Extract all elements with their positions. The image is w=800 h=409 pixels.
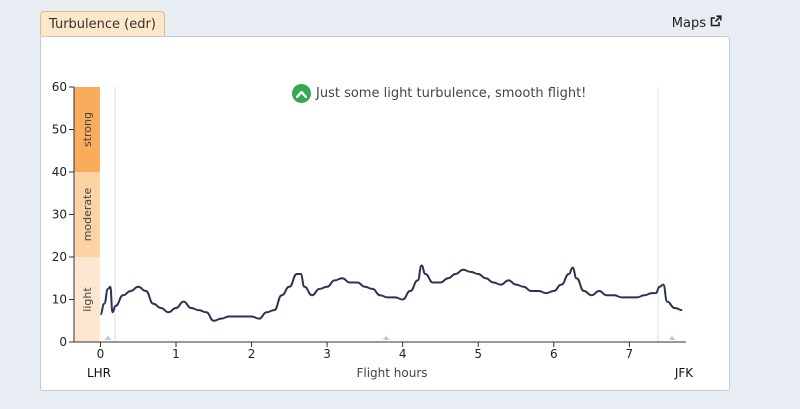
- external-link-icon: [710, 15, 722, 31]
- band-label-strong: strong: [81, 112, 94, 147]
- y-tick-label: 50: [52, 123, 67, 137]
- y-tick-label: 0: [59, 335, 67, 349]
- x-tick-label: 1: [172, 347, 180, 361]
- airplane-arrival-icon: [668, 335, 676, 340]
- turbulence-panel: Just some light turbulence, smooth fligh…: [40, 36, 730, 391]
- turbulence-line: [99, 264, 683, 322]
- maps-link[interactable]: Maps: [672, 15, 722, 31]
- x-axis-label: Flight hours: [356, 366, 427, 380]
- y-tick-label: 40: [52, 165, 67, 179]
- x-tick-label: 4: [399, 347, 407, 361]
- chevron-up-icon: [292, 84, 311, 103]
- x-tick-label: 5: [474, 347, 482, 361]
- status-text: Just some light turbulence, smooth fligh…: [316, 86, 587, 101]
- band-light: [74, 257, 100, 342]
- status-message: Just some light turbulence, smooth fligh…: [292, 84, 586, 103]
- y-tick-label: 60: [52, 80, 67, 94]
- tab-turbulence[interactable]: Turbulence (edr): [40, 11, 165, 36]
- maps-label: Maps: [671, 15, 706, 31]
- band-label-light: light: [81, 287, 94, 312]
- y-tick-label: 10: [52, 293, 67, 307]
- y-tick-label: 30: [52, 208, 67, 222]
- band-strong: [74, 87, 100, 172]
- x-tick-label: 3: [323, 347, 331, 361]
- x-tick-label: 6: [550, 347, 558, 361]
- airplane-departure-icon: [104, 335, 112, 340]
- tab-label: Turbulence (edr): [49, 17, 156, 32]
- y-tick-label: 20: [52, 250, 67, 264]
- x-tick-label: 0: [97, 347, 105, 361]
- x-tick-label: 7: [626, 347, 634, 361]
- band-moderate: [74, 172, 100, 257]
- origin-label: LHR: [87, 366, 111, 380]
- destination-label: JFK: [674, 366, 694, 380]
- airplane-icon: [382, 335, 390, 340]
- x-tick-label: 2: [248, 347, 256, 361]
- band-label-moderate: moderate: [81, 188, 94, 242]
